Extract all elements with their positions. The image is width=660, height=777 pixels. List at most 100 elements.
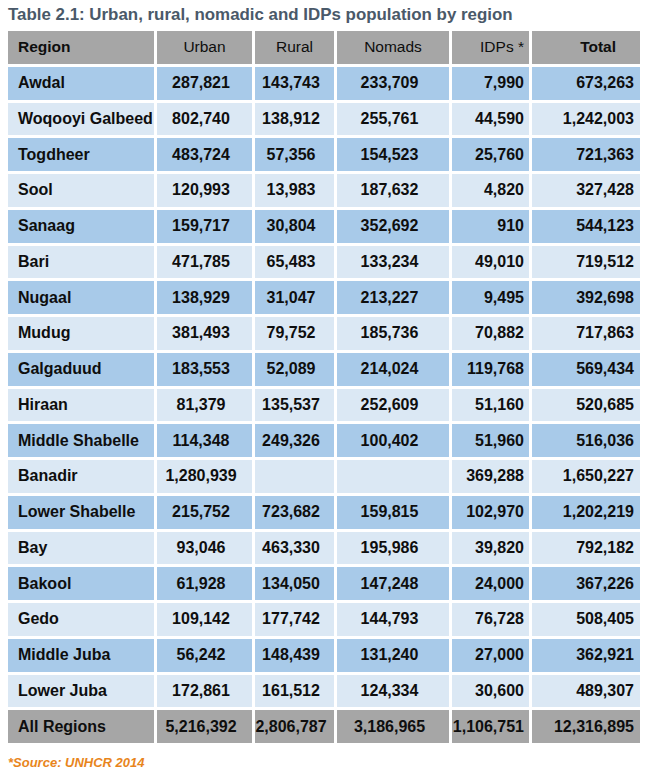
cell-nomads: 195,986 — [337, 532, 449, 565]
cell-urban: 138,929 — [157, 281, 252, 314]
cell-rural: 13,983 — [255, 174, 334, 207]
cell-total: 721,363 — [532, 138, 640, 171]
table-row: Bay93,046463,330195,98639,820792,182 — [8, 532, 640, 565]
cell-idps: 27,000 — [452, 639, 529, 672]
cell-idps: 44,590 — [452, 103, 529, 136]
cell-total: 717,863 — [532, 317, 640, 350]
cell-total: 327,428 — [532, 174, 640, 207]
cell-urban: 483,724 — [157, 138, 252, 171]
cell-nomads: 352,692 — [337, 210, 449, 243]
total-cell-nomads: 3,186,965 — [337, 710, 449, 743]
column-header-nomads: Nomads — [337, 31, 449, 64]
total-cell-urban: 5,216,392 — [157, 710, 252, 743]
cell-rural: 134,050 — [255, 567, 334, 600]
column-header-idps: IDPs * — [452, 31, 529, 64]
table-row: Nugaal138,92931,047213,2279,495392,698 — [8, 281, 640, 314]
table-row: Banadir1,280,939369,2881,650,227 — [8, 460, 640, 493]
cell-idps: 70,882 — [452, 317, 529, 350]
table-row: Sool120,99313,983187,6324,820327,428 — [8, 174, 640, 207]
table-row: Bari471,78565,483133,23449,010719,512 — [8, 246, 640, 279]
cell-urban: 93,046 — [157, 532, 252, 565]
cell-total: 367,226 — [532, 567, 640, 600]
cell-nomads: 233,709 — [337, 67, 449, 100]
cell-idps: 119,768 — [452, 353, 529, 386]
cell-rural: 143,743 — [255, 67, 334, 100]
cell-total: 792,182 — [532, 532, 640, 565]
cell-region: Hiraan — [8, 389, 154, 422]
cell-rural: 57,356 — [255, 138, 334, 171]
table-row: Mudug381,49379,752185,73670,882717,863 — [8, 317, 640, 350]
cell-nomads: 255,761 — [337, 103, 449, 136]
table-row: Bakool61,928134,050147,24824,000367,226 — [8, 567, 640, 600]
cell-region: Nugaal — [8, 281, 154, 314]
table-row: Awdal287,821143,743233,7097,990673,263 — [8, 67, 640, 100]
cell-urban: 114,348 — [157, 424, 252, 457]
cell-region: Banadir — [8, 460, 154, 493]
cell-idps: 51,960 — [452, 424, 529, 457]
table-row: Hiraan81,379135,537252,60951,160520,685 — [8, 389, 640, 422]
cell-urban: 381,493 — [157, 317, 252, 350]
cell-urban: 183,553 — [157, 353, 252, 386]
cell-total: 1,242,003 — [532, 103, 640, 136]
cell-region: Togdheer — [8, 138, 154, 171]
cell-idps: 4,820 — [452, 174, 529, 207]
column-header-urban: Urban — [157, 31, 252, 64]
cell-urban: 159,717 — [157, 210, 252, 243]
cell-rural: 79,752 — [255, 317, 334, 350]
total-cell-total: 12,316,895 — [532, 710, 640, 743]
population-table: Region Urban Rural Nomads IDPs * Total A… — [5, 28, 643, 746]
cell-idps: 30,600 — [452, 675, 529, 708]
cell-urban: 802,740 — [157, 103, 252, 136]
cell-total: 719,512 — [532, 246, 640, 279]
table-row: Lower Juba172,861161,512124,33430,600489… — [8, 675, 640, 708]
cell-urban: 56,242 — [157, 639, 252, 672]
cell-idps: 25,760 — [452, 138, 529, 171]
total-cell-idps: 1,106,751 — [452, 710, 529, 743]
column-header-rural: Rural — [255, 31, 334, 64]
cell-rural: 463,330 — [255, 532, 334, 565]
cell-rural: 31,047 — [255, 281, 334, 314]
cell-urban: 1,280,939 — [157, 460, 252, 493]
table-row: Lower Shabelle215,752723,682159,815102,9… — [8, 496, 640, 529]
cell-nomads: 131,240 — [337, 639, 449, 672]
cell-region: Middle Shabelle — [8, 424, 154, 457]
cell-rural: 30,804 — [255, 210, 334, 243]
cell-idps: 7,990 — [452, 67, 529, 100]
cell-region: Woqooyi Galbeed — [8, 103, 154, 136]
cell-rural: 52,089 — [255, 353, 334, 386]
cell-idps: 49,010 — [452, 246, 529, 279]
cell-urban: 287,821 — [157, 67, 252, 100]
cell-nomads: 144,793 — [337, 603, 449, 636]
cell-nomads: 214,024 — [337, 353, 449, 386]
cell-idps: 39,820 — [452, 532, 529, 565]
cell-region: Lower Juba — [8, 675, 154, 708]
cell-idps: 9,495 — [452, 281, 529, 314]
cell-region: Bay — [8, 532, 154, 565]
cell-nomads: 252,609 — [337, 389, 449, 422]
total-cell-rural: 2,806,787 — [255, 710, 334, 743]
cell-idps: 24,000 — [452, 567, 529, 600]
table-row: Middle Juba56,242148,439131,24027,000362… — [8, 639, 640, 672]
cell-idps: 51,160 — [452, 389, 529, 422]
table-row: Galgaduud183,55352,089214,024119,768569,… — [8, 353, 640, 386]
table-row: Gedo109,142177,742144,79376,728508,405 — [8, 603, 640, 636]
cell-nomads: 147,248 — [337, 567, 449, 600]
cell-rural: 177,742 — [255, 603, 334, 636]
cell-rural: 138,912 — [255, 103, 334, 136]
cell-nomads: 100,402 — [337, 424, 449, 457]
cell-region: Galgaduud — [8, 353, 154, 386]
cell-urban: 120,993 — [157, 174, 252, 207]
cell-region: Lower Shabelle — [8, 496, 154, 529]
cell-nomads: 159,815 — [337, 496, 449, 529]
cell-region: Bakool — [8, 567, 154, 600]
cell-urban: 61,928 — [157, 567, 252, 600]
cell-nomads: 154,523 — [337, 138, 449, 171]
source-footnote: *Source: UNHCR 2014 — [8, 755, 660, 770]
cell-region: Middle Juba — [8, 639, 154, 672]
cell-region: Awdal — [8, 67, 154, 100]
cell-idps: 102,970 — [452, 496, 529, 529]
table-row: Middle Shabelle114,348249,326100,40251,9… — [8, 424, 640, 457]
cell-rural: 65,483 — [255, 246, 334, 279]
cell-total: 508,405 — [532, 603, 640, 636]
cell-rural: 249,326 — [255, 424, 334, 457]
